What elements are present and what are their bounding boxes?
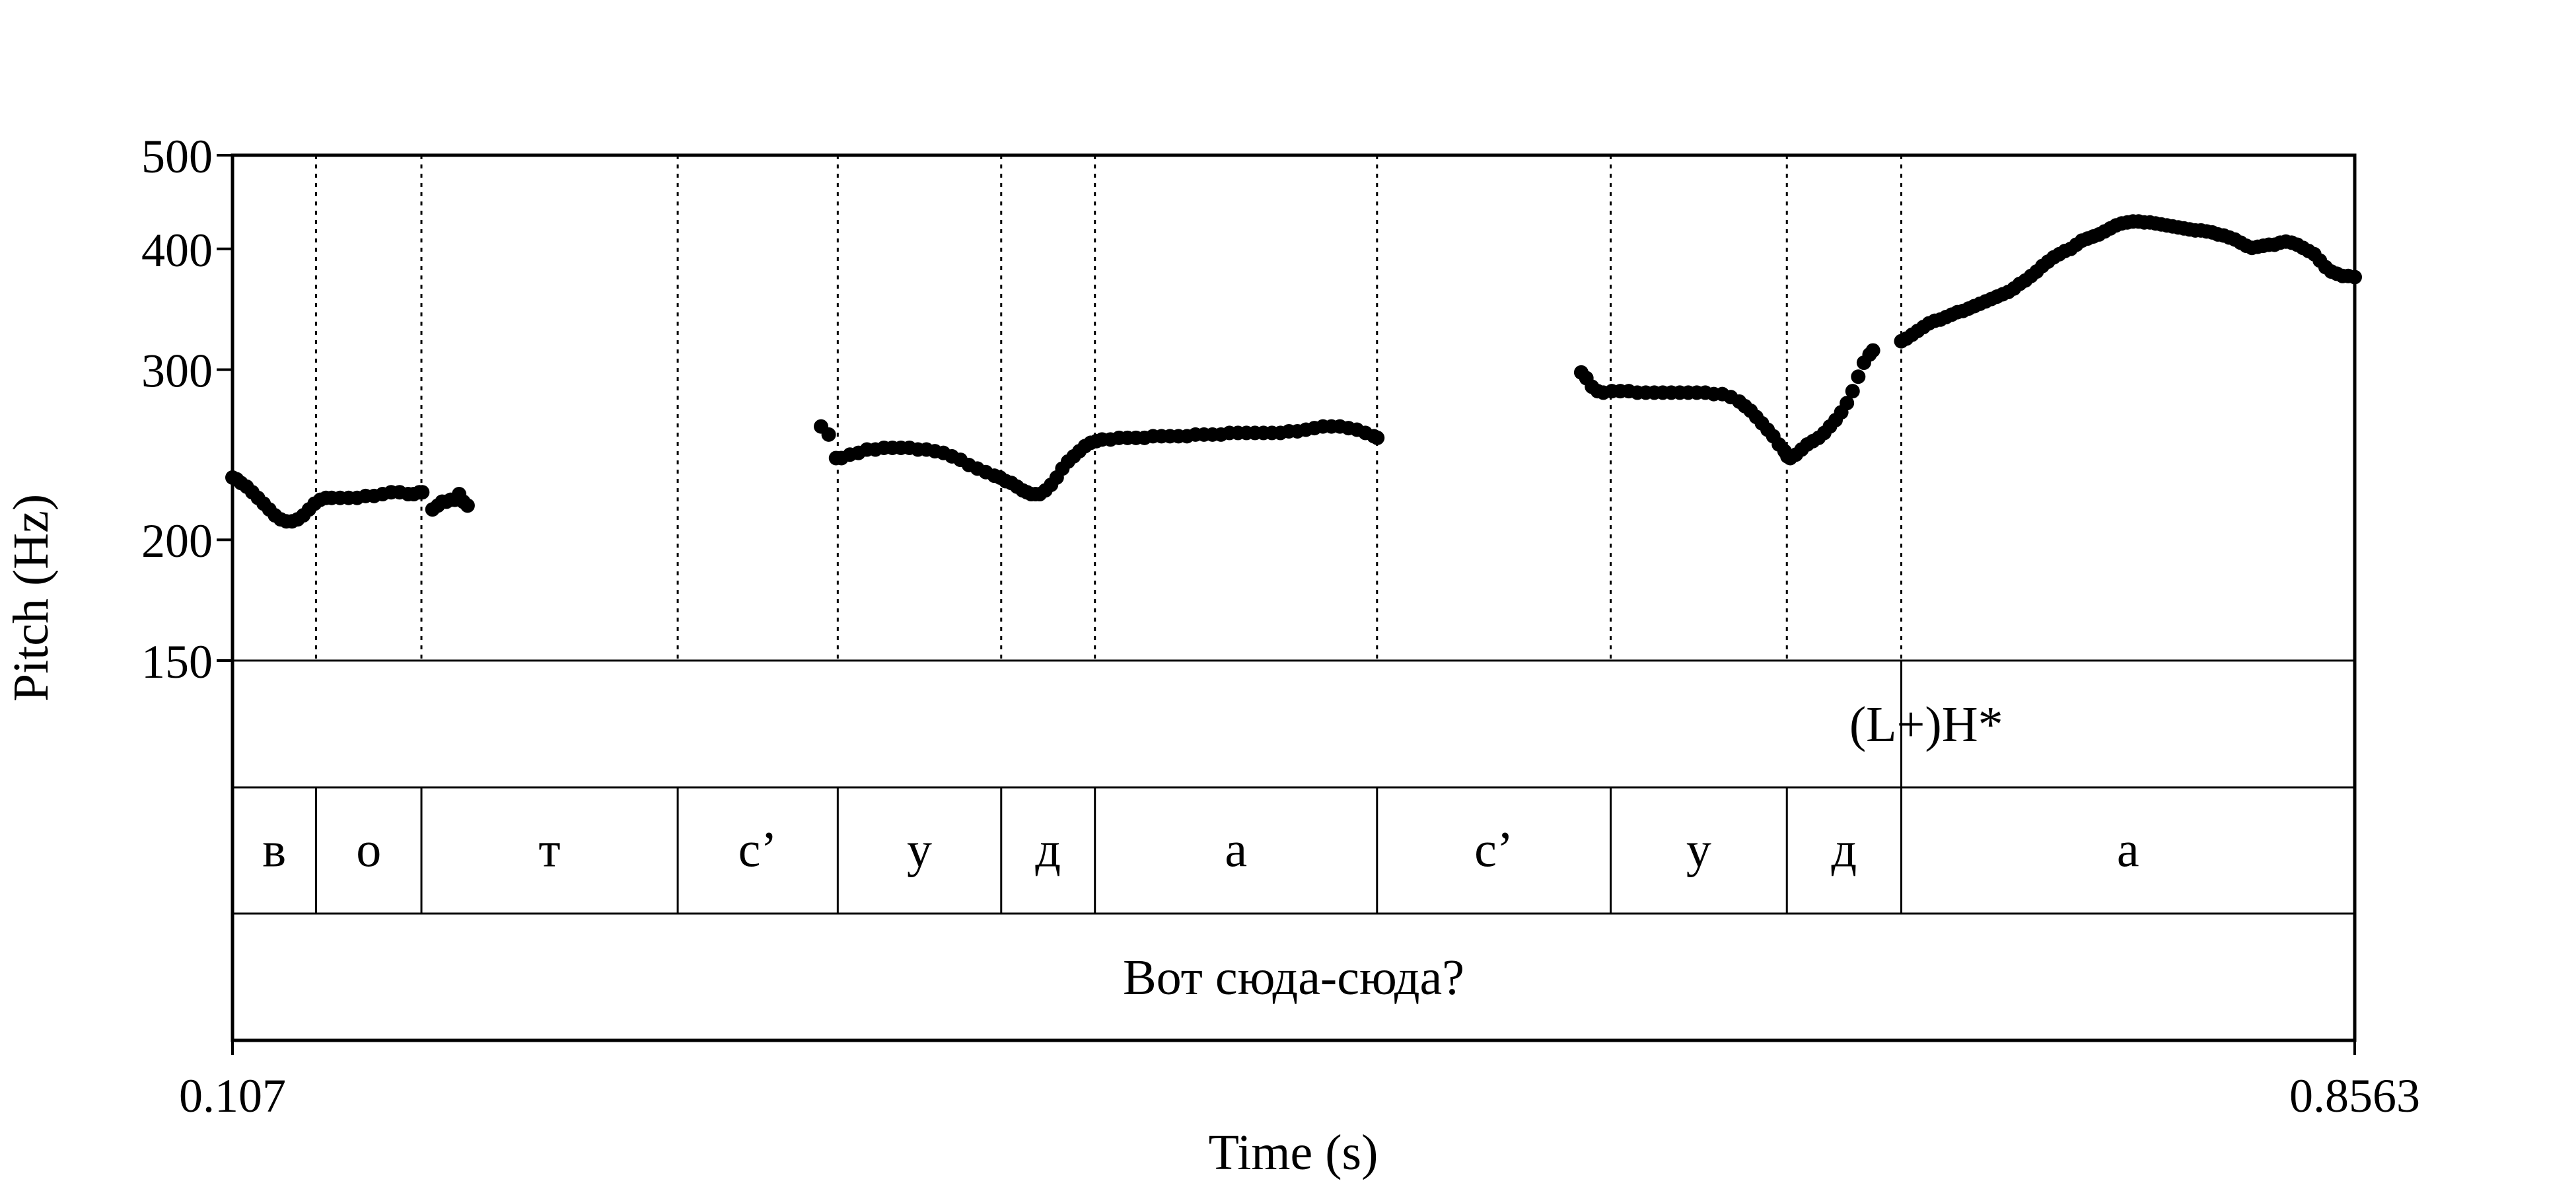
segment-label: с’	[738, 822, 777, 878]
segment-label: а	[2117, 822, 2139, 878]
y-axis-label: Pitch (Hz)	[3, 494, 59, 702]
segment-label: д	[1035, 822, 1061, 878]
pitch-point	[2347, 270, 2362, 285]
segment-label: а	[1225, 822, 1247, 878]
plot-layer: 500 400 300 200 150 (L+)H* в о т с’ у д а с’ у д а Вот сю…	[141, 130, 2362, 1055]
y-tick-label: 400	[141, 224, 213, 277]
segment-label: у	[1686, 822, 1711, 878]
word-label: Вот сюда-сюда?	[1123, 950, 1464, 1005]
pitch-point	[1845, 384, 1860, 399]
segment-label: в	[262, 822, 286, 878]
pitch-point	[821, 427, 836, 442]
y-tick-label: 500	[141, 130, 213, 183]
plot-frame	[231, 153, 2357, 1042]
pitch-point	[415, 485, 430, 500]
pitch-point	[1851, 369, 1866, 384]
y-tick-label: 200	[141, 515, 213, 567]
x-tick-label-end: 0.8563	[2289, 1069, 2420, 1122]
pitch-point	[460, 498, 475, 513]
segment-label: т	[538, 822, 560, 878]
pitch-point	[1840, 396, 1855, 411]
y-tick-label: 150	[141, 635, 213, 688]
x-tick-label-start: 0.107	[179, 1069, 286, 1122]
pitch-point	[1865, 343, 1880, 358]
segment-label: о	[356, 822, 381, 878]
tone-label: (L+)H*	[1849, 697, 2003, 752]
segment-label: с’	[1474, 822, 1513, 878]
y-tick-label: 300	[141, 345, 213, 398]
pitch-point	[1370, 430, 1385, 445]
segment-label: д	[1832, 822, 1857, 878]
segment-label: у	[907, 822, 932, 878]
x-axis-label: Time (s)	[1209, 1125, 1378, 1180]
